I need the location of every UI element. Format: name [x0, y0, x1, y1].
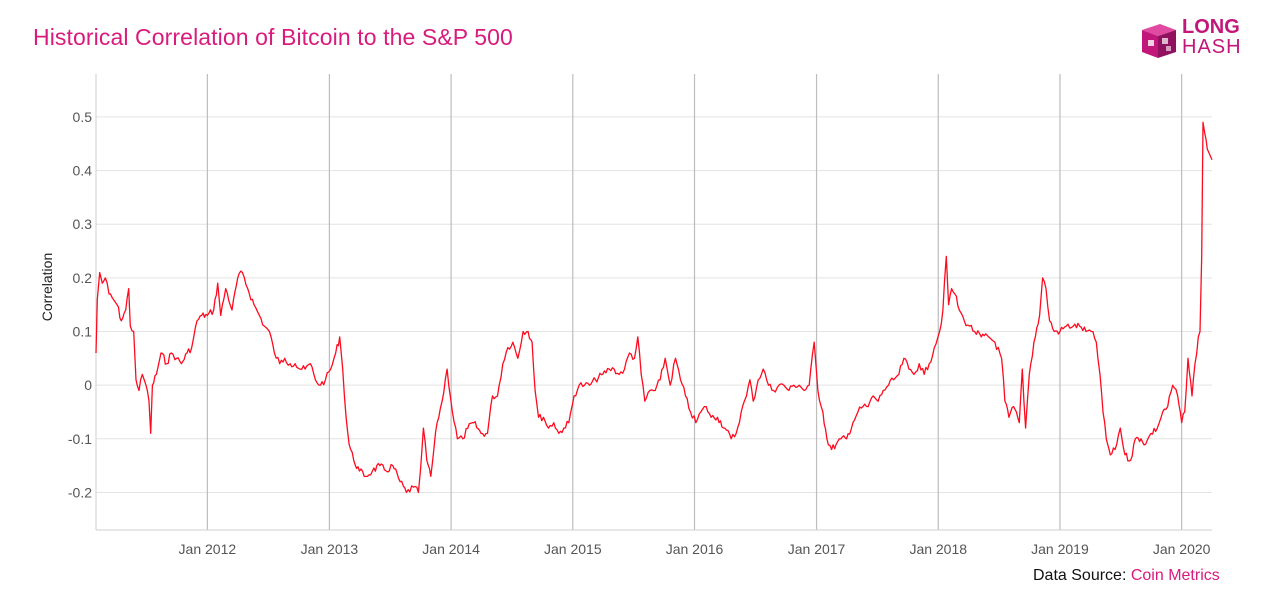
y-tick-label: 0.1 [73, 324, 93, 340]
x-tick-label: Jan 2019 [1031, 541, 1089, 557]
series-group [95, 121, 1213, 494]
series-line [95, 121, 1213, 494]
x-tick-label: Jan 2015 [544, 541, 602, 557]
logo-line1: LONG [1182, 16, 1240, 38]
y-axis-label: Correlation [39, 253, 55, 321]
y-tick-label: -0.2 [68, 484, 92, 500]
data-source-link[interactable]: Coin Metrics [1130, 567, 1220, 584]
logo-cube-mark [1142, 24, 1176, 58]
chart-title: Historical Correlation of Bitcoin to the… [33, 24, 513, 50]
x-tick-label: Jan 2012 [179, 541, 237, 557]
y-tick-labels: 0.5 0.4 0.3 0.2 0.1 0 -0.1 -0.2 [68, 109, 92, 501]
y-tick-label: 0.3 [73, 216, 93, 232]
x-tick-label: Jan 2018 [909, 541, 967, 557]
x-tick-label: Jan 2014 [422, 541, 480, 557]
x-tick-label: Jan 2016 [666, 541, 724, 557]
grid [96, 74, 1212, 530]
longhash-logo-icon [1142, 24, 1176, 58]
data-source: Data Source: Coin Metrics [1033, 567, 1220, 585]
y-tick-label: -0.1 [68, 431, 92, 447]
y-tick-label: 0.5 [73, 109, 93, 125]
logo-wordmark: LONG HASH [1182, 17, 1242, 57]
x-tick-label: Jan 2020 [1153, 541, 1211, 557]
x-tick-label: Jan 2013 [301, 541, 359, 557]
axes [95, 74, 1212, 531]
logo-line2: HASH [1182, 36, 1242, 58]
y-tick-label: 0.4 [73, 163, 93, 179]
x-tick-label: Jan 2017 [788, 541, 846, 557]
data-source-label: Data Source: [1033, 567, 1127, 584]
y-tick-label: 0.2 [73, 270, 93, 286]
y-tick-label: 0 [84, 377, 92, 393]
x-tick-labels: Jan 2012 Jan 2013 Jan 2014 Jan 2015 Jan 2016… [179, 541, 1211, 557]
